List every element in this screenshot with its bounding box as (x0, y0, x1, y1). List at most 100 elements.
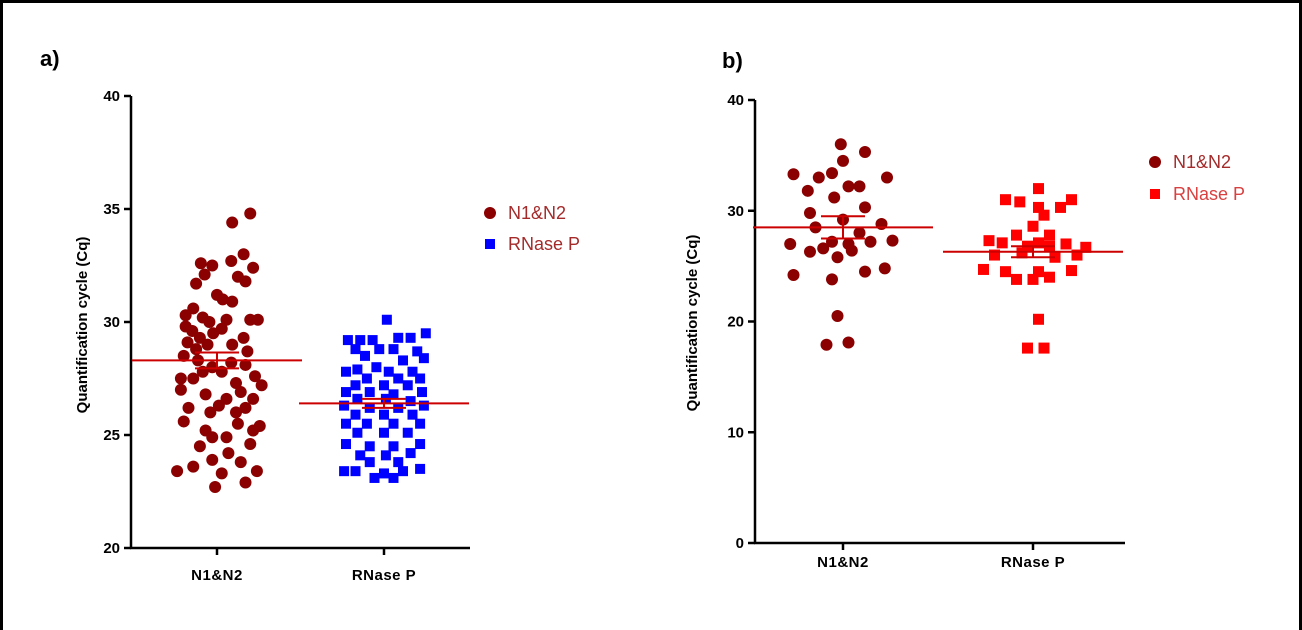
panel-a-point-rnasep (341, 439, 351, 450)
panel-a-point-n1n2 (247, 261, 260, 274)
panel-a-point-rnasep (388, 472, 399, 483)
panel-a-point-n1n2 (206, 453, 219, 466)
panel-b-legend-marker-rnasep (1150, 189, 1160, 199)
panel-a-point-n1n2 (225, 254, 238, 267)
panel-b-marks (753, 138, 1123, 354)
panel-b-point-n1n2 (837, 154, 849, 167)
panel-b-point-n1n2 (787, 168, 800, 181)
panel-a-y-tick-label: 35 (103, 201, 120, 218)
panel-a-point-rnasep (364, 441, 375, 452)
panel-a-y-tick-label: 20 (103, 540, 120, 557)
panel-b-y-tick-label: 10 (727, 424, 744, 441)
panel-a-point-n1n2 (234, 386, 247, 399)
panel-a-point-n1n2 (171, 465, 184, 478)
panel-b-point-rnasep (989, 249, 1000, 261)
panel-a-point-rnasep (341, 366, 351, 377)
panel-b-point-rnasep (996, 237, 1008, 249)
panel-a-point-rnasep (415, 463, 426, 474)
panel-a-point-n1n2 (206, 431, 219, 444)
panel-a-point-rnasep (398, 466, 408, 477)
panel-b-point-n1n2 (886, 234, 899, 247)
panel-a-point-rnasep (402, 427, 413, 438)
panel-a-point-n1n2 (231, 417, 244, 430)
panel-a-point-n1n2 (198, 268, 211, 281)
panel-a-point-n1n2 (249, 370, 261, 383)
panel-b-point-n1n2 (831, 309, 844, 322)
panel-a-point-n1n2 (230, 406, 242, 419)
panel-a-point-n1n2 (239, 275, 252, 288)
panel-a: a) Quantification cycle (Cq) 20 25 30 35 40 N… (40, 46, 580, 584)
panel-a-point-n1n2 (177, 349, 190, 362)
panel-b-point-rnasep (1014, 196, 1026, 208)
panel-a-point-rnasep (355, 450, 366, 461)
panel-a-point-rnasep (342, 335, 353, 346)
panel-a-point-n1n2 (187, 460, 200, 473)
panel-a-point-n1n2 (174, 372, 187, 385)
panel-b-point-rnasep (1080, 241, 1092, 253)
panel-b-point-n1n2 (881, 171, 893, 184)
panel-a-point-n1n2 (212, 399, 225, 412)
panel-a-legend-label: N1&N2 (508, 203, 566, 223)
panel-a-point-rnasep (350, 409, 361, 420)
panel-a-point-n1n2 (244, 438, 257, 451)
panel-b-point-rnasep (1000, 266, 1011, 278)
panel-a-point-rnasep (418, 353, 429, 364)
panel-b-legend-label: N1&N2 (1173, 152, 1231, 172)
panel-b-y-tick-label: 0 (736, 535, 744, 552)
panel-a-point-n1n2 (181, 336, 194, 349)
panel-a-point-n1n2 (187, 372, 200, 385)
panel-a-point-rnasep (405, 332, 416, 343)
panel-b-point-n1n2 (817, 242, 830, 255)
panel-a-point-rnasep (407, 409, 418, 420)
panel-a-point-n1n2 (209, 480, 222, 493)
panel-a-point-n1n2 (239, 358, 252, 371)
panel-b-point-n1n2 (820, 338, 833, 351)
panel-b-point-n1n2 (853, 180, 866, 193)
panel-a-legend-marker-n1n2 (484, 207, 496, 219)
panel-b-x-category-label: RNase P (1001, 554, 1065, 571)
panel-a-point-rnasep (388, 344, 399, 355)
panel-a-point-n1n2 (220, 313, 233, 326)
panel-b-point-n1n2 (787, 268, 800, 281)
panel-b-point-rnasep (978, 263, 989, 275)
panel-a-point-n1n2 (179, 309, 192, 322)
panel-a-point-rnasep (380, 450, 391, 461)
panel-b-point-rnasep (1038, 342, 1050, 354)
panel-a-point-n1n2 (234, 456, 247, 469)
panel-b-point-n1n2 (831, 251, 844, 264)
panel-a-point-rnasep (367, 335, 378, 346)
panel-b-point-rnasep (1011, 273, 1022, 285)
panel-b-legend: N1&N2 RNase P (1149, 152, 1245, 204)
panel-b-point-rnasep (1022, 342, 1033, 354)
panel-a-label: a) (40, 46, 60, 71)
panel-a-point-rnasep (371, 362, 382, 373)
panel-a-point-n1n2 (203, 316, 216, 328)
panel-a-point-rnasep (379, 409, 389, 420)
panel-a-point-rnasep (405, 396, 416, 407)
panel-a-point-rnasep (418, 400, 429, 411)
panel-a-point-rnasep (374, 344, 385, 355)
panel-a-point-rnasep (383, 366, 394, 377)
panel-a-point-n1n2 (222, 447, 235, 460)
panel-a-point-rnasep (350, 466, 361, 477)
panel-a-point-n1n2 (250, 465, 263, 478)
panel-a-point-rnasep (415, 439, 426, 450)
panel-b-point-rnasep (1066, 194, 1077, 206)
panel-b-label: b) (722, 48, 743, 73)
panel-b-point-rnasep (1033, 266, 1044, 278)
panel-b-y-tick-label: 30 (727, 203, 744, 220)
panel-a-x-category-label: RNase P (352, 567, 416, 584)
panel-b-point-n1n2 (845, 244, 858, 257)
panel-b-point-n1n2 (784, 237, 797, 250)
panel-b-point-n1n2 (828, 191, 841, 204)
panel-a-legend-marker-rnasep (485, 239, 495, 249)
panel-a-axes: 20 25 30 35 40 N1&N2 RNase P (103, 88, 470, 584)
panel-a-point-n1n2 (226, 338, 239, 351)
panel-a-point-n1n2 (237, 331, 250, 344)
panel-a-point-n1n2 (226, 216, 239, 229)
panel-b-point-rnasep (983, 235, 995, 247)
panel-b-point-rnasep (1033, 201, 1044, 213)
panel-a-point-n1n2 (247, 424, 260, 437)
panel-a-point-rnasep (415, 373, 426, 384)
panel-a-point-rnasep (369, 472, 380, 483)
